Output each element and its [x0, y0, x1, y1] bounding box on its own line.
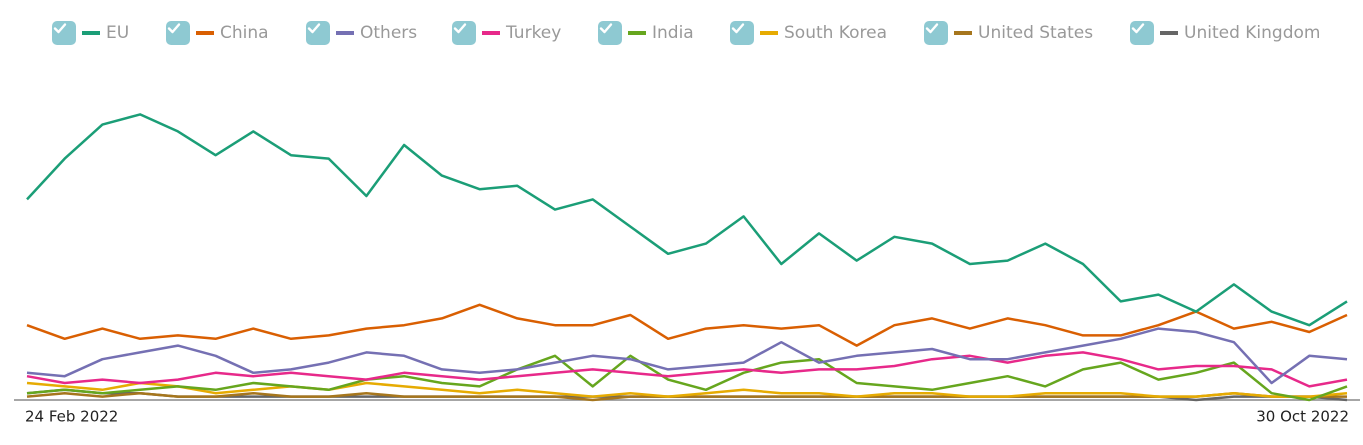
series-line — [26, 303, 1348, 347]
legend-label: EU — [106, 23, 130, 43]
legend-label: Turkey — [506, 23, 562, 43]
legend-label: United States — [978, 23, 1094, 43]
series-line — [26, 381, 1348, 398]
legend-item[interactable]: United States — [924, 20, 1093, 46]
legend-swatch — [196, 31, 214, 35]
legend-checkbox[interactable] — [1130, 21, 1154, 45]
legend-item[interactable]: Turkey — [452, 20, 561, 46]
series-line — [26, 351, 1348, 388]
legend-item[interactable]: India — [598, 20, 694, 46]
legend-item[interactable]: China — [166, 20, 269, 46]
legend-swatch — [482, 31, 500, 35]
series-line — [26, 113, 1348, 327]
legend-label: Others — [360, 23, 418, 43]
legend-item[interactable]: EU — [52, 20, 129, 46]
legend-swatch — [336, 31, 354, 35]
legend-swatch — [760, 31, 778, 35]
legend-checkbox[interactable] — [166, 21, 190, 45]
legend-checkbox[interactable] — [924, 21, 948, 45]
legend-swatch — [82, 31, 100, 35]
legend-swatch — [1160, 31, 1178, 35]
legend-label: India — [652, 23, 694, 43]
legend-swatch — [628, 31, 646, 35]
legend-checkbox[interactable] — [306, 21, 330, 45]
legend-item[interactable]: South Korea — [730, 20, 887, 46]
legend-label: United Kingdom — [1184, 23, 1321, 43]
legend-item[interactable]: Others — [306, 20, 417, 46]
legend-item[interactable]: United Kingdom — [1130, 20, 1320, 46]
series-line — [26, 391, 1347, 402]
legend-swatch — [954, 31, 972, 35]
legend-checkbox[interactable] — [730, 21, 754, 45]
legend-label: South Korea — [784, 23, 888, 43]
legend-checkbox[interactable] — [598, 21, 622, 45]
x-tick-label: 30 Oct 2022 — [1256, 408, 1349, 426]
series-line — [26, 327, 1348, 385]
legend-checkbox[interactable] — [52, 21, 76, 45]
x-tick-label: 24 Feb 2022 — [25, 408, 118, 426]
series-line — [26, 354, 1348, 402]
legend-label: China — [220, 23, 269, 43]
legend-checkbox[interactable] — [452, 21, 476, 45]
